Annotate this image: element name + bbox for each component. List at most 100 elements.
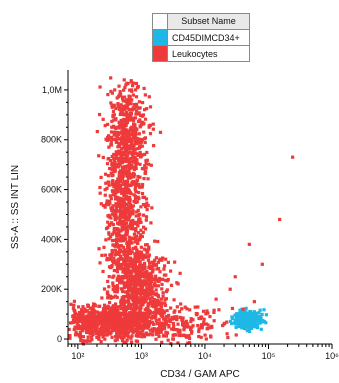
leukocyte-event (164, 334, 169, 338)
leukocyte-event (134, 136, 138, 141)
leukocyte-event (113, 168, 117, 173)
leukocyte-event (122, 302, 126, 306)
leukocyte-event (200, 324, 205, 328)
leukocyte-event (143, 293, 147, 298)
leukocyte-event (118, 263, 123, 267)
leukocyte-event (107, 145, 111, 149)
leukocyte-event (151, 268, 155, 272)
leukocyte-event (117, 84, 121, 88)
leukocyte-event (128, 166, 132, 170)
leukocyte-event (133, 263, 138, 267)
leukocyte-event (135, 184, 139, 188)
leukocyte-point (106, 180, 110, 184)
leukocyte-event (112, 226, 116, 231)
leukocyte-event (164, 257, 168, 261)
leukocyte-event (113, 160, 117, 164)
leukocyte-point (260, 262, 264, 266)
leukocyte-event (163, 298, 167, 302)
leukocyte-event (100, 327, 104, 331)
leukocyte-event (127, 99, 131, 103)
leukocyte-event (135, 178, 140, 182)
leukocyte-event (114, 323, 118, 328)
leukocyte-event (154, 306, 158, 310)
leukocyte-event (133, 301, 137, 306)
leukocyte-point (208, 315, 212, 319)
leukocyte-event (172, 324, 176, 328)
leukocyte-event (170, 315, 174, 320)
leukocyte-event (149, 316, 154, 320)
leukocyte-event (139, 153, 143, 157)
leukocyte-event (73, 326, 77, 330)
leukocyte-event (186, 324, 190, 328)
leukocyte-event (128, 173, 132, 177)
leukocyte-event (109, 130, 114, 134)
leukocyte-event (103, 308, 107, 312)
leukocyte-event (121, 134, 125, 138)
leukocyte-event (234, 333, 238, 337)
leukocyte-event (150, 206, 154, 210)
leukocyte-event (189, 331, 194, 335)
cd45dim-cd34-event (230, 315, 234, 319)
leukocyte-event (115, 164, 119, 169)
leukocyte-event (122, 78, 126, 82)
cd45dim-cd34-point (247, 322, 251, 326)
leukocyte-event (111, 243, 115, 247)
leukocyte-point (139, 300, 143, 304)
leukocyte-event (137, 270, 141, 274)
leukocyte-event (153, 313, 157, 317)
leukocyte-point (133, 187, 137, 192)
leukocyte-event (112, 159, 116, 163)
leukocyte-event (118, 234, 122, 238)
cd45dim-cd34-event (252, 312, 256, 316)
leukocyte-event (110, 221, 114, 225)
leukocyte-event (126, 151, 130, 155)
leukocyte-event (181, 316, 185, 320)
leukocyte-event (167, 313, 171, 317)
leukocyte-event (142, 167, 146, 171)
leukocyte-event (125, 338, 129, 342)
leukocyte-event (126, 134, 130, 139)
leukocyte-event (124, 226, 128, 231)
leukocyte-event (94, 321, 99, 325)
leukocyte-event (115, 130, 120, 135)
leukocyte-event (125, 98, 129, 102)
leukocyte-event (114, 186, 118, 190)
leukocyte-event (154, 293, 158, 297)
leukocyte-event (115, 96, 119, 100)
leukocyte-event (139, 250, 144, 254)
leukocyte-event (138, 185, 142, 189)
leukocyte-event (142, 253, 146, 257)
leukocyte-event (185, 307, 189, 311)
leukocyte-event (158, 130, 163, 134)
leukocyte-event (109, 140, 113, 144)
leukocyte-event (114, 202, 119, 206)
leukocyte-point (125, 103, 129, 107)
leukocyte-event (106, 296, 110, 300)
leukocyte-event (107, 223, 111, 228)
leukocyte-event (90, 318, 94, 322)
leukocyte-event (205, 309, 209, 313)
leukocyte-event (153, 316, 157, 320)
leukocyte-event (115, 132, 119, 136)
leukocyte-event (111, 193, 115, 197)
leukocyte-event (126, 262, 130, 267)
leukocyte-event (201, 309, 206, 313)
cd45dim-cd34-event (251, 319, 256, 323)
leukocyte-event (152, 283, 156, 287)
leukocyte-event (142, 288, 147, 292)
leukocyte-event (130, 323, 134, 327)
leukocyte-event (111, 325, 115, 329)
leukocyte-event (118, 186, 122, 190)
leukocyte-event (147, 247, 151, 251)
leukocyte-event (117, 161, 121, 165)
leukocyte-event (122, 123, 126, 127)
leukocyte-event (119, 171, 124, 176)
leukocyte-event (150, 292, 155, 296)
leukocyte-event (73, 309, 77, 313)
leukocyte-event (124, 121, 128, 126)
cd45dim-cd34-event (260, 312, 264, 317)
leukocyte-event (180, 319, 185, 323)
leukocyte-event (90, 338, 94, 342)
leukocyte-event (118, 209, 122, 213)
leukocyte-event (145, 150, 149, 155)
